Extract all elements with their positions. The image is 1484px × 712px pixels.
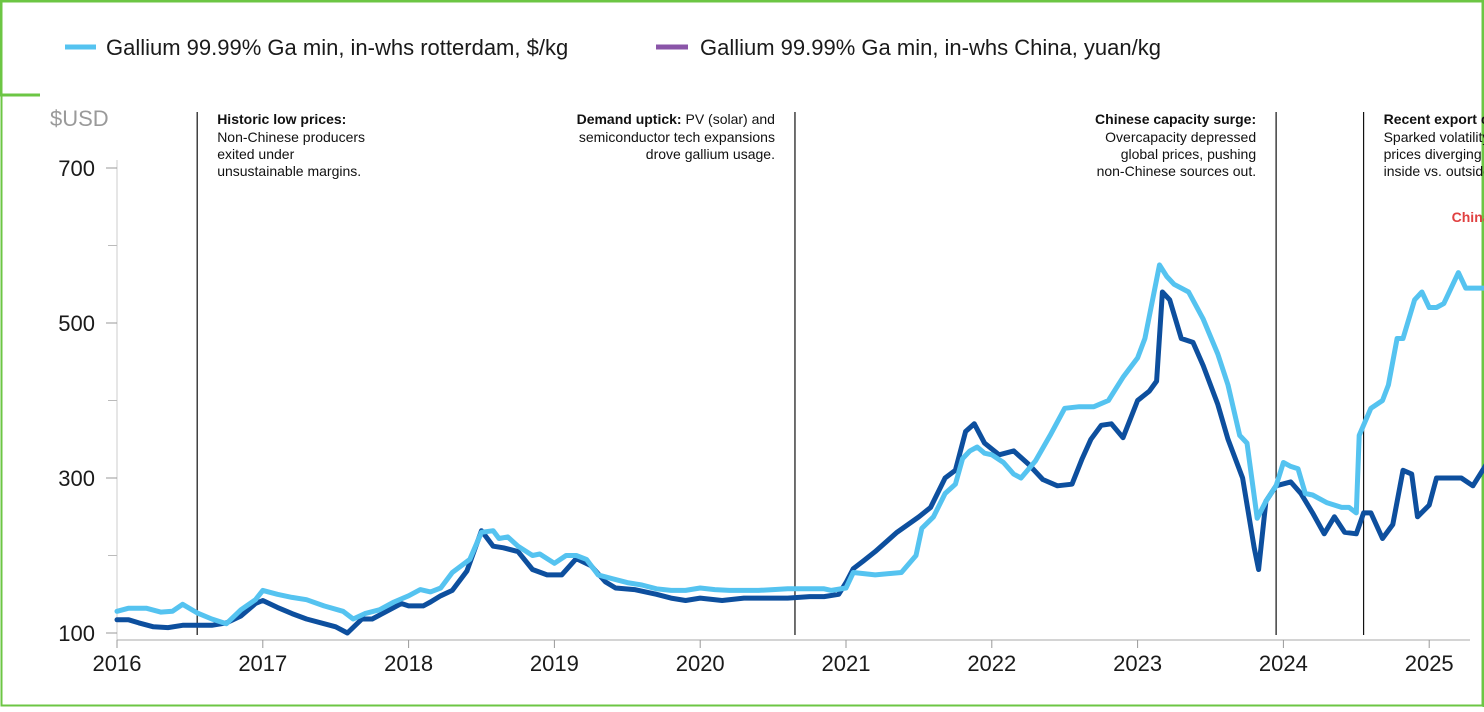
annotation-line: drove gallium usage. [646,146,775,162]
x-tick-label: 2019 [530,651,579,676]
y-tick-label: 500 [58,311,95,336]
series-line-china [114,289,1484,636]
annotations: Historic low prices: Non-Chinese producer… [196,111,1484,635]
legend-label-china: Gallium 99.99% Ga min, in-whs China, yua… [700,35,1161,60]
y-tick-label: 300 [58,466,95,491]
event-layer: China export ban [1452,209,1484,225]
x-tick-label: 2023 [1113,651,1162,676]
x-tick-label: 2018 [384,651,433,676]
annotation-line: global prices, pushing [1121,146,1256,162]
annotation-line: exited under [217,146,294,162]
x-tick-label: 2017 [238,651,287,676]
series-layer [114,262,1484,636]
x-tick-label: 2016 [93,651,142,676]
y-axis-unit: $USD [50,106,109,131]
y-axis: 100 300 500 700 [58,156,118,646]
annotation-heading: Historic low prices: [217,111,346,127]
annotation-line: Sparked volatility, with [1384,129,1484,145]
x-tick-label: 2022 [967,651,1016,676]
annotation-line: Overcapacity depressed [1105,129,1256,145]
x-axis: 2016 2017 2018 2019 2020 2021 2022 2023 2024 2025 [93,639,1470,676]
annotation-line: non-Chinese sources out. [1097,163,1257,179]
x-tick-label: 2024 [1259,651,1308,676]
legend-label-rotterdam: Gallium 99.99% Ga min, in-whs rotterdam,… [106,35,568,60]
annotation-line: semiconductor tech expansions [579,129,775,145]
y-tick-label: 100 [58,621,95,646]
annotation-line: unsustainable margins. [217,163,361,179]
y-tick-label: 700 [58,156,95,181]
x-tick-label: 2025 [1405,651,1454,676]
annotation-line: Non-Chinese producers [217,129,365,145]
series-line-rotterdam [114,262,1484,627]
annotation-heading: Chinese capacity surge: [1095,111,1256,127]
legend: Gallium 99.99% Ga min, in-whs rotterdam,… [65,35,1161,60]
annotation-heading: Demand uptick: PV (solar) and [577,111,775,127]
x-tick-label: 2020 [676,651,725,676]
annotation-line: prices diverging sharply [1384,146,1484,162]
export-ban-label: China export ban [1452,209,1484,225]
x-tick-label: 2021 [822,651,871,676]
annotation-heading: Recent export controls: [1384,111,1484,127]
annotation-line: inside vs. outside China. [1384,163,1484,179]
